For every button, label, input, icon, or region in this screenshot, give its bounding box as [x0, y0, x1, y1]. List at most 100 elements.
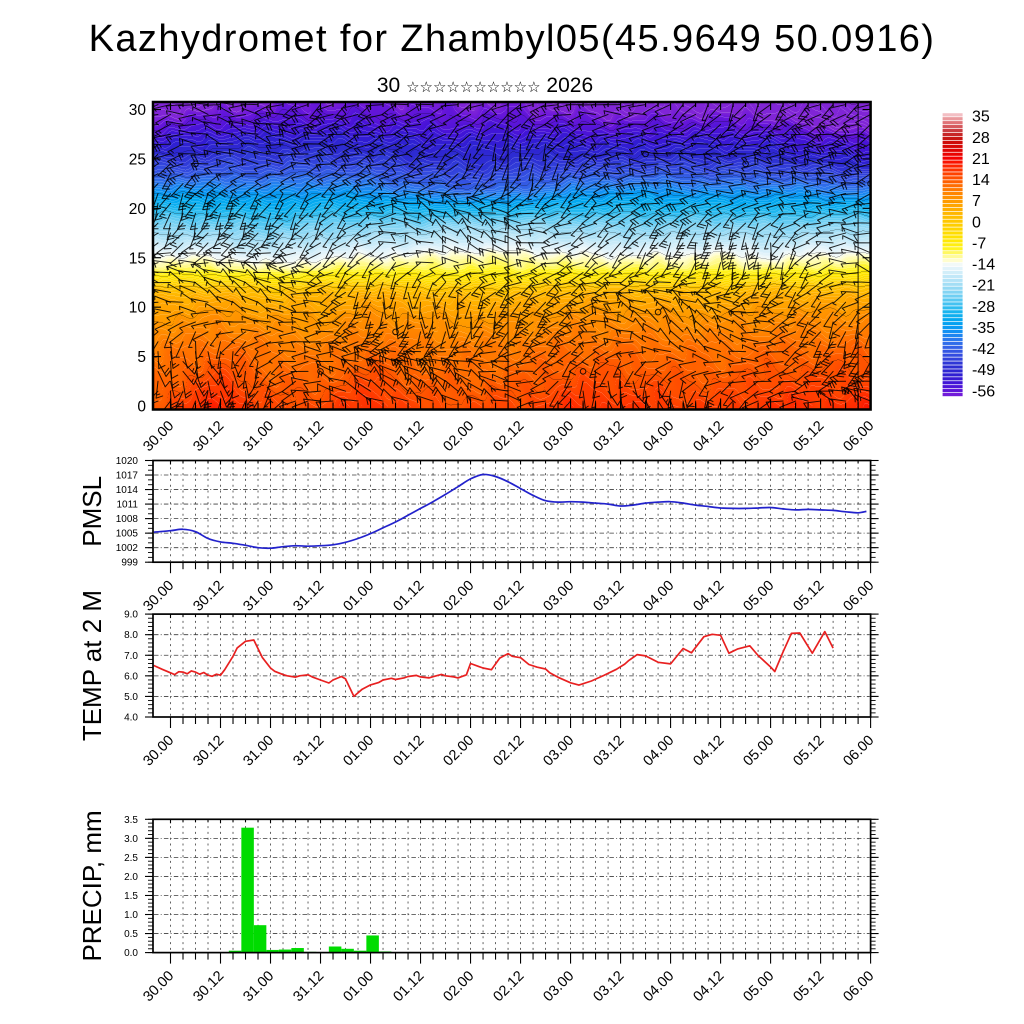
time-label: 01.00 [340, 578, 377, 615]
time-label: 31.12 [290, 418, 327, 455]
panel-frame [151, 100, 872, 411]
y-label: 2.0 [124, 872, 138, 883]
y-label: 999 [121, 558, 138, 569]
colorbar-cell [942, 345, 963, 349]
time-label: 30.00 [140, 578, 177, 615]
y-label: 6.0 [124, 671, 138, 682]
time-label: 06.00 [840, 418, 877, 455]
colorbar-label: -7 [972, 235, 986, 252]
time-label: 06.00 [840, 968, 877, 1005]
colorbar-cell [942, 365, 963, 369]
time-label: 01.12 [390, 578, 427, 615]
colorbar-cell [942, 203, 963, 208]
y-label: 5.0 [124, 692, 138, 703]
y-label: 1.0 [124, 910, 138, 921]
panel-frame [152, 459, 872, 564]
precip-bar [341, 948, 354, 953]
colorbar-cell [942, 148, 963, 152]
time-label: 31.12 [290, 968, 327, 1005]
time-label: 30.00 [140, 418, 177, 455]
time-label: 31.00 [240, 968, 277, 1005]
time-label: 04.12 [690, 733, 727, 770]
colorbar-cell [942, 392, 963, 397]
colorbar-cell [942, 302, 963, 306]
y-label: 4.0 [124, 713, 138, 724]
time-label: 30.12 [190, 968, 227, 1005]
y-label: 0.5 [124, 929, 138, 940]
colorbar-label: 28 [972, 130, 990, 147]
y-label: 1014 [116, 485, 139, 496]
temp2m-panel: 9.0 8.0 7.0 6.0 5.0 4.030.00 30.12 31.00 31.12 01… [77, 590, 879, 770]
subtitle-stars: ☆☆☆☆☆☆☆☆☆☆ [406, 78, 541, 96]
colorbar-cell [942, 298, 963, 302]
colorbar-label: 0 [972, 214, 981, 231]
colorbar-cell [942, 255, 963, 259]
colorbar-cell [942, 353, 963, 357]
colorbar-cell [942, 251, 963, 255]
time-label: 04.12 [690, 968, 727, 1005]
colorbar-cell [942, 329, 963, 334]
time-label: 03.00 [540, 578, 577, 615]
colorbar-cell [942, 258, 963, 263]
time-label: 04.00 [640, 578, 677, 615]
y-label: 0.0 [124, 948, 138, 959]
y-label: 7.0 [124, 651, 138, 662]
colorbar-cell [942, 176, 963, 180]
time-label: 01.00 [340, 418, 377, 455]
colorbar-cell [942, 125, 963, 129]
colorbar-cell [942, 325, 963, 330]
time-label: 02.00 [440, 733, 477, 770]
main-y-label: 5 [137, 349, 146, 366]
colorbar-cell [942, 188, 963, 192]
colorbar-cell [942, 239, 963, 243]
subtitle-day: 30 [376, 74, 401, 97]
colorbar-cell [942, 207, 963, 211]
colorbar-cell [942, 195, 963, 200]
main-y-label: 10 [129, 300, 147, 317]
time-label: 30.00 [140, 968, 177, 1005]
colorbar-cell [942, 223, 963, 227]
time-label: 01.00 [340, 968, 377, 1005]
time-label: 03.12 [590, 418, 627, 455]
time-label: 04.12 [690, 418, 727, 455]
colorbar-cell [942, 219, 963, 223]
time-label: 02.12 [490, 418, 527, 455]
y-label: 2.5 [124, 853, 138, 864]
colorbar-cell [942, 373, 963, 377]
colorbar-cell [942, 333, 963, 338]
time-label: 31.12 [290, 733, 327, 770]
colorbar-cell [942, 377, 963, 381]
precip-bar [266, 949, 279, 953]
precip-bar [228, 950, 242, 953]
colorbar-label: -49 [972, 362, 995, 379]
colorbar-label: -42 [972, 341, 995, 358]
time-label: 30.12 [190, 733, 227, 770]
colorbar-cell [942, 172, 963, 176]
time-label: 31.12 [290, 578, 327, 615]
colorbar: 35 28 21 14 7 0 -7 -14 -21 -28 -35 -42 -49 -56 [942, 109, 995, 400]
time-label: 01.12 [390, 418, 427, 455]
colorbar-label: 14 [972, 172, 990, 189]
time-label: 31.00 [240, 418, 277, 455]
colorbar-cell [942, 266, 963, 271]
colorbar-cell [942, 278, 963, 282]
y-label: 1008 [116, 514, 139, 525]
y-label: 3.5 [124, 815, 138, 826]
colorbar-cell [942, 132, 963, 137]
time-label: 02.00 [440, 418, 477, 455]
time-label: 02.12 [490, 578, 527, 615]
main-y-label: 20 [129, 201, 147, 218]
time-label: 30.00 [140, 733, 177, 770]
time-label: 06.00 [840, 733, 877, 770]
y-label: 1005 [116, 529, 139, 540]
colorbar-cell [942, 152, 963, 156]
colorbar-cell [942, 128, 963, 133]
y-label: 1017 [116, 471, 139, 482]
colorbar-cell [942, 270, 963, 275]
colorbar-cell [942, 144, 963, 148]
colorbar-cell [942, 227, 963, 231]
colorbar-label: -21 [972, 278, 995, 295]
precip-bar [353, 950, 367, 953]
